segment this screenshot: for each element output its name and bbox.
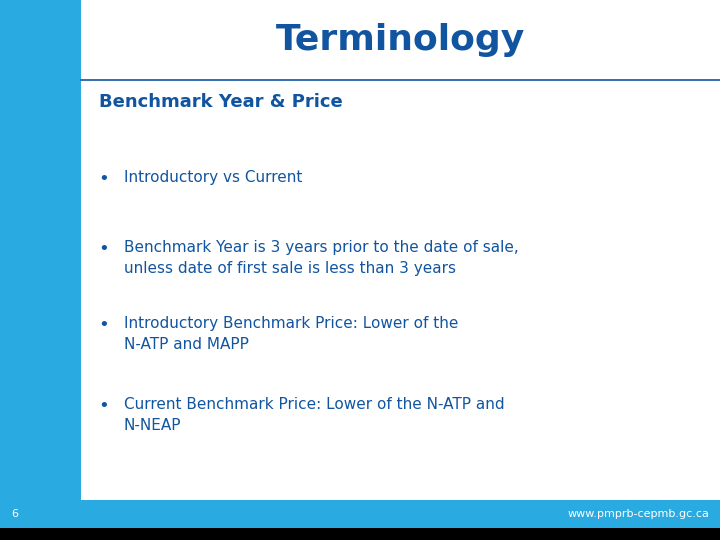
Bar (0, 0, 81, 500)
Bar (0, 528, 720, 540)
Bar (0, 500, 720, 528)
Text: •: • (99, 397, 109, 415)
Text: Introductory vs Current: Introductory vs Current (124, 170, 302, 185)
Text: Benchmark Year is 3 years prior to the date of sale,
unless date of first sale i: Benchmark Year is 3 years prior to the d… (124, 240, 518, 276)
Text: •: • (99, 170, 109, 188)
Text: Benchmark Year & Price: Benchmark Year & Price (99, 93, 343, 111)
Text: www.pmprb-cepmb.gc.ca: www.pmprb-cepmb.gc.ca (567, 509, 709, 519)
Text: •: • (99, 240, 109, 258)
Text: Introductory Benchmark Price: Lower of the
N-ATP and MAPP: Introductory Benchmark Price: Lower of t… (124, 316, 458, 352)
Bar (81, 80, 720, 500)
Text: Terminology: Terminology (276, 23, 525, 57)
Bar (81, 0, 720, 80)
Text: Current Benchmark Price: Lower of the N-ATP and
N-NEAP: Current Benchmark Price: Lower of the N-… (124, 397, 505, 433)
Bar (0, 500, 81, 528)
Text: 6: 6 (11, 509, 18, 519)
Text: •: • (99, 316, 109, 334)
